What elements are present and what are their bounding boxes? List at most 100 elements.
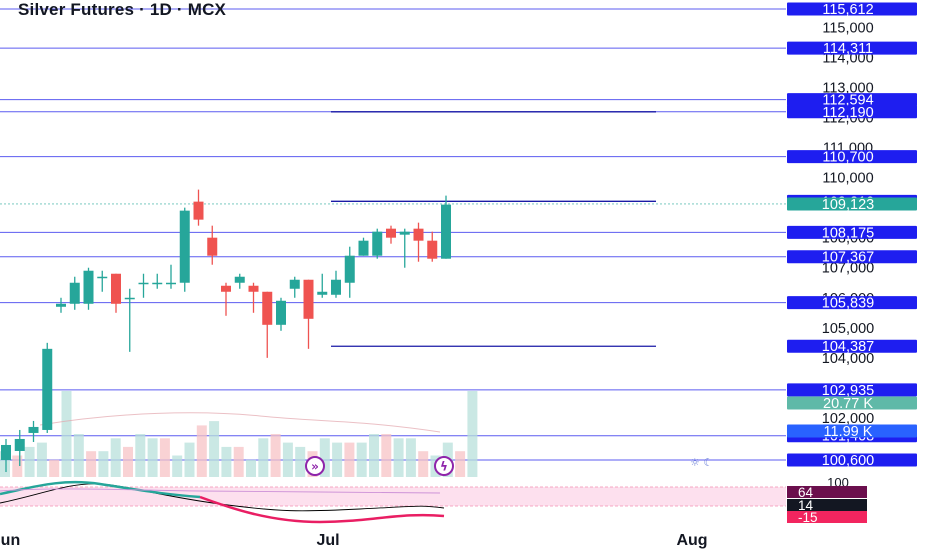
level-price-badge xyxy=(787,339,917,353)
volume-bar xyxy=(233,446,244,477)
candle-body xyxy=(1,444,11,460)
candle-body xyxy=(14,438,25,451)
session-icon: ☼ ☾ xyxy=(690,456,713,469)
candles-group xyxy=(1,189,451,473)
volume-bar xyxy=(12,455,23,477)
level-price-badge-label: 112,594 xyxy=(822,93,873,109)
volume-bar xyxy=(135,434,146,477)
volume-ma-line xyxy=(39,412,441,433)
rsi-badge xyxy=(787,499,867,511)
volume-bar xyxy=(393,438,404,477)
rsi-badge-label: 14 xyxy=(798,498,814,513)
level-price-badge xyxy=(787,105,917,119)
candle-body xyxy=(42,348,53,430)
replay-marker-icon xyxy=(305,456,325,476)
time-tick-label: Jul xyxy=(316,532,339,549)
candle-body xyxy=(207,237,218,256)
candle-body xyxy=(124,297,135,300)
candle-body xyxy=(152,282,163,285)
time-axis: Jun Jul Aug xyxy=(0,528,786,550)
price-axis: 115,000114,000113,000112,000111,000110,0… xyxy=(786,0,932,550)
level-price-badge-label: 107,367 xyxy=(822,250,874,266)
candle-body xyxy=(427,240,438,259)
event-markers-group: » ϟ ☼ ☾ xyxy=(305,456,713,476)
candle-body xyxy=(234,276,245,283)
volume-ma-badge-label: 11.99 K xyxy=(824,424,873,440)
rsi-ma-line xyxy=(0,488,441,494)
volume-bar xyxy=(209,421,220,477)
replay-marker-icon-glyph: » xyxy=(311,460,319,474)
volume-bar xyxy=(405,438,416,477)
volume-bar xyxy=(184,442,195,477)
price-tick-label: 110,000 xyxy=(822,171,873,187)
volume-bar xyxy=(221,446,232,477)
volume-bar xyxy=(123,446,133,477)
price-tick-label: 104,000 xyxy=(822,351,874,367)
candle-body xyxy=(317,291,328,295)
level-price-badge xyxy=(787,225,917,239)
candle-body xyxy=(331,279,341,295)
level-price-badge xyxy=(787,250,917,264)
volume-bars-group xyxy=(0,391,478,477)
volume-bar xyxy=(147,438,158,477)
candle-body xyxy=(289,279,300,289)
current-price-badge xyxy=(787,197,917,211)
candle-body xyxy=(441,204,451,259)
flash-marker-icon-glyph: ϟ xyxy=(440,460,448,474)
volume-bar xyxy=(270,434,281,477)
candle-body xyxy=(372,231,383,256)
volume-bar xyxy=(467,391,478,477)
volume-bar xyxy=(36,442,47,477)
candle-body xyxy=(28,426,39,433)
price-tick-label: 107,000 xyxy=(822,261,874,277)
level-lines-group xyxy=(0,8,786,461)
volume-bar xyxy=(172,455,183,477)
rsi-badge-label: 64 xyxy=(798,485,814,500)
candle-body xyxy=(166,282,176,285)
level-price-badge-label: 104,387 xyxy=(822,339,874,355)
volume-bar xyxy=(0,451,10,477)
level-price-badge xyxy=(787,296,917,310)
candle-body xyxy=(248,285,259,292)
rsi-badge xyxy=(787,511,867,523)
candle-body xyxy=(276,300,286,325)
level-price-badge xyxy=(787,93,917,107)
volume-bar xyxy=(418,451,429,477)
volume-bar xyxy=(196,425,207,477)
volume-bar xyxy=(49,459,60,477)
time-tick-label: Aug xyxy=(676,532,707,549)
level-price-badge xyxy=(787,41,917,55)
volume-bar xyxy=(319,438,330,477)
volume-badge-label: 20.77 K xyxy=(823,396,873,412)
volume-bar xyxy=(295,446,306,477)
rsi-line-up xyxy=(0,480,201,499)
volume-bar xyxy=(110,438,121,477)
level-price-badge-label: 105,839 xyxy=(822,296,874,312)
rsi-panel xyxy=(0,480,786,524)
candle-body xyxy=(262,291,273,325)
candle-body xyxy=(386,228,396,238)
volume-bar xyxy=(24,446,35,477)
candle-body xyxy=(221,285,231,292)
current-price-badge-label: 109,123 xyxy=(822,197,874,213)
candle-body xyxy=(358,240,369,256)
volume-bar xyxy=(455,451,466,477)
volume-bar xyxy=(73,434,84,477)
candle-body xyxy=(303,279,314,319)
volume-bar xyxy=(246,459,256,477)
level-price-badge-label: 112,190 xyxy=(822,105,873,121)
rsi-badge xyxy=(787,486,867,498)
level-price-badge-label: 108,175 xyxy=(822,225,874,241)
candle-body xyxy=(399,231,410,235)
volume-bar xyxy=(381,434,392,477)
candle-body xyxy=(138,282,149,285)
candle-body xyxy=(193,201,204,220)
volume-ma-badge xyxy=(787,424,917,438)
price-tick-label: 115,000 xyxy=(822,20,873,36)
level-price-badge-label: 115,612 xyxy=(822,2,873,18)
time-axis-bg xyxy=(0,528,786,550)
price-tick-label: 113,000 xyxy=(822,80,873,96)
volume-bar xyxy=(282,442,293,477)
candle-body xyxy=(69,282,80,304)
